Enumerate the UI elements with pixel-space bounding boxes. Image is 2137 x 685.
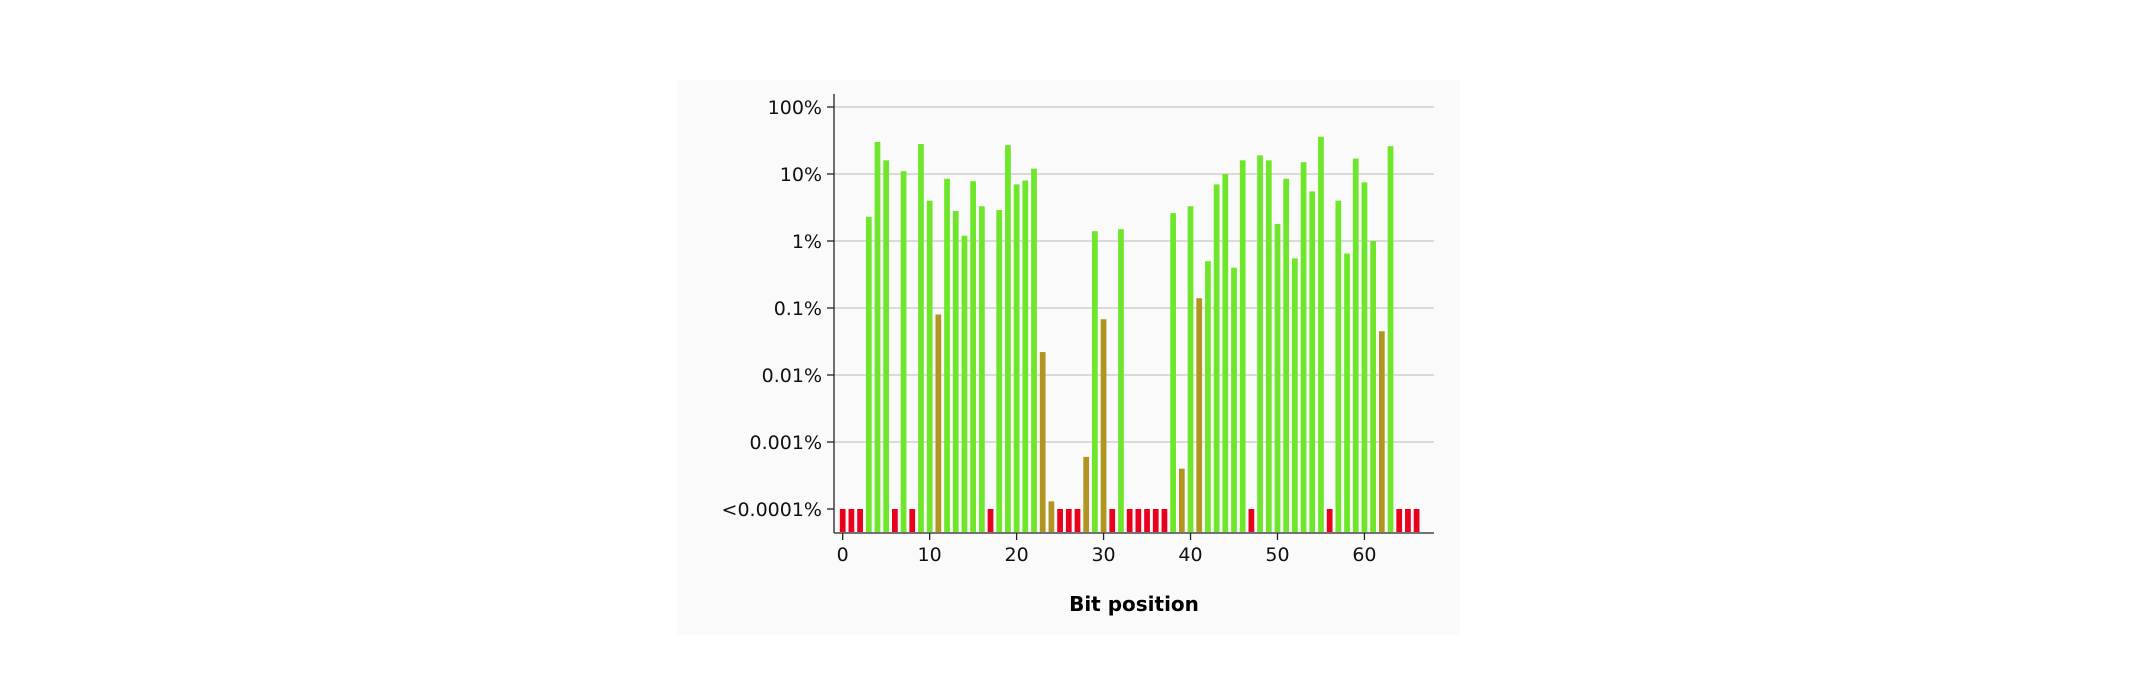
bar-bit-6 [892, 509, 898, 532]
bar-bit-58 [1344, 253, 1350, 533]
y-tick-label: 1% [792, 231, 822, 253]
bar-bit-5 [883, 160, 890, 532]
bar-bit-15 [970, 181, 976, 532]
bar-bit-30 [1100, 319, 1107, 532]
x-tick-label: 60 [1352, 544, 1376, 566]
x-axis-title: Bit position [1069, 592, 1199, 616]
bar-bit-27 [1074, 509, 1081, 532]
bar-bit-23 [1039, 352, 1046, 532]
bar-bit-63 [1387, 146, 1394, 532]
bar-bit-54 [1309, 191, 1316, 532]
bar-bit-41 [1196, 298, 1203, 532]
bar-bit-66 [1413, 509, 1420, 532]
bar-bit-45 [1231, 267, 1237, 532]
grid-lines [834, 106, 1434, 443]
bar-bit-18 [996, 210, 1003, 532]
bar-bit-4 [874, 142, 881, 532]
bar-bit-46 [1239, 160, 1246, 532]
bar-bit-50 [1274, 223, 1281, 533]
bar-bit-16 [978, 206, 985, 532]
bar-bit-10 [926, 200, 933, 532]
bar-bit-9 [918, 144, 924, 532]
bar-bit-52 [1292, 258, 1298, 532]
bar-bit-39 [1178, 468, 1185, 532]
bar-bit-60 [1361, 182, 1368, 532]
bar-bit-37 [1161, 509, 1168, 532]
bar-bit-25 [1057, 509, 1063, 532]
y-tick-label: <0.0001% [722, 499, 822, 521]
bar-bit-28 [1083, 456, 1090, 532]
bar-bit-22 [1031, 168, 1037, 532]
bar-bit-26 [1065, 509, 1072, 532]
bar-bit-62 [1378, 331, 1385, 532]
bar-bit-24 [1048, 501, 1055, 532]
bar-bit-20 [1013, 184, 1020, 533]
y-tick-label: 100% [768, 97, 822, 119]
x-tick-label: 20 [1005, 544, 1029, 566]
bar-bit-59 [1352, 158, 1359, 532]
bar-bit-33 [1126, 509, 1133, 532]
bar-bit-29 [1092, 231, 1098, 533]
y-tick-label: 10% [780, 164, 822, 186]
bar-bit-34 [1135, 509, 1142, 532]
bar-bit-17 [987, 509, 994, 532]
bar-bit-8 [909, 509, 916, 532]
bar-bit-61 [1370, 241, 1376, 532]
bar-bit-57 [1335, 200, 1342, 532]
bar-bit-12 [944, 178, 950, 532]
bar-bit-51 [1283, 178, 1290, 532]
bar-bit-31 [1109, 509, 1116, 532]
axes [833, 94, 1434, 534]
chart-panel: <0.0001% 0.001% 0.01% 0.1% 1% 10% 100% 0 10 20 30… [677, 80, 1460, 635]
bar-bit-13 [952, 211, 959, 532]
y-tick-label: 0.01% [762, 365, 822, 387]
bar-bit-19 [1005, 145, 1011, 532]
x-tick-label: 50 [1265, 544, 1289, 566]
x-axis-ticks: 0 10 20 30 40 50 60 [837, 533, 1377, 566]
bar-bit-3 [865, 216, 872, 533]
bar-bit-43 [1213, 184, 1220, 533]
bar-bit-55 [1318, 136, 1324, 533]
bar-bit-0 [839, 509, 846, 532]
bar-bit-32 [1118, 229, 1124, 532]
bar-bit-48 [1257, 155, 1263, 532]
y-tick-label: 0.1% [774, 298, 822, 320]
bar-bit-42 [1205, 261, 1211, 532]
bars [839, 136, 1420, 533]
x-tick-label: 30 [1091, 544, 1115, 566]
bar-bit-2 [857, 509, 863, 532]
bar-bit-1 [848, 509, 855, 532]
bar-bit-44 [1222, 174, 1229, 532]
bar-bit-7 [900, 171, 907, 532]
bar-bit-65 [1405, 509, 1411, 532]
y-tick-label: 0.001% [750, 432, 822, 454]
x-tick-label: 40 [1178, 544, 1202, 566]
bar-bit-56 [1326, 509, 1333, 532]
bar-bit-49 [1265, 160, 1272, 532]
bar-bit-47 [1248, 509, 1255, 532]
bar-bit-14 [961, 235, 968, 532]
bar-bit-53 [1300, 162, 1307, 532]
bar-bit-21 [1022, 180, 1029, 532]
bit-position-chart: <0.0001% 0.001% 0.01% 0.1% 1% 10% 100% 0 10 20 30… [722, 94, 1434, 616]
bar-bit-40 [1187, 206, 1194, 532]
bar-bit-36 [1152, 509, 1159, 532]
bar-bit-64 [1396, 509, 1403, 532]
x-tick-label: 10 [918, 544, 942, 566]
bar-bit-35 [1144, 509, 1150, 532]
bar-bit-38 [1170, 213, 1176, 533]
x-tick-label: 0 [837, 544, 849, 566]
bar-bit-11 [935, 314, 942, 532]
y-axis-ticks: <0.0001% 0.001% 0.01% 0.1% 1% 10% 100% [722, 97, 834, 521]
